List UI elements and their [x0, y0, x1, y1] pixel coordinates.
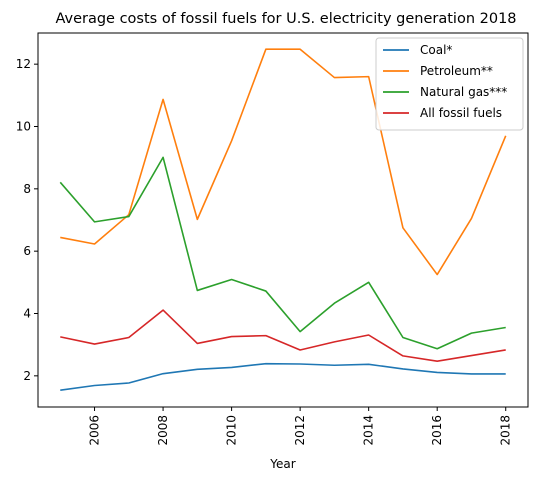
- y-tick-label: 10: [16, 120, 31, 134]
- legend-label: Coal*: [420, 43, 452, 57]
- x-tick-label: 2008: [156, 415, 170, 446]
- chart-title: Average costs of fossil fuels for U.S. e…: [55, 11, 516, 27]
- series-layer: [59, 48, 507, 391]
- series-line-3: [59, 156, 506, 350]
- y-tick-label: 6: [23, 244, 31, 258]
- series-line-2: [60, 48, 507, 276]
- x-tick-label: 2012: [293, 415, 307, 446]
- legend: Coal* Petroleum** Natural gas*** All fossil…: [375, 37, 524, 131]
- series-line-4: [60, 309, 506, 362]
- x-axis: 2006 2008 2010 2012 2014 2016 2018: [88, 407, 513, 446]
- legend-box: [375, 37, 524, 131]
- legend-label: All fossil fuels: [420, 106, 502, 120]
- legend-label: Petroleum**: [420, 64, 493, 78]
- series-line-1: [60, 362, 506, 391]
- x-tick-label: 2014: [362, 415, 376, 446]
- x-axis-label: Year: [269, 457, 295, 471]
- x-tick-label: 2006: [88, 415, 102, 446]
- legend-label: Natural gas***: [420, 85, 507, 99]
- x-tick-label: 2016: [430, 415, 444, 446]
- plot-frame: [37, 32, 529, 408]
- x-tick-label: 2018: [499, 415, 513, 446]
- y-tick-label: 12: [16, 57, 31, 71]
- x-tick-label: 2010: [225, 415, 239, 446]
- y-tick-label: 2: [23, 369, 31, 383]
- y-tick-label: 8: [23, 182, 31, 196]
- y-axis: 2 4 6 8 10 12: [16, 57, 38, 383]
- y-tick-label: 4: [23, 307, 31, 321]
